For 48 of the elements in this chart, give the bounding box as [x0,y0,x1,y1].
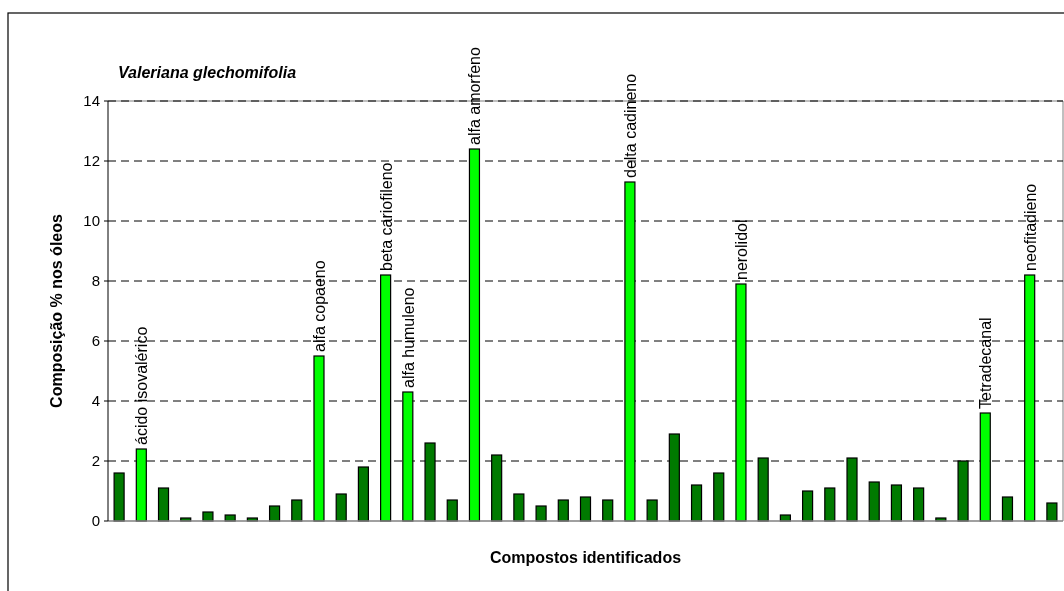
bar [157,487,170,522]
bar [868,481,880,522]
x-tick-label: Tetradecanal [977,317,995,409]
bar [913,487,925,522]
bar [1046,502,1058,522]
x-tick-label: beta cariofileno [377,162,395,271]
x-axis-title: Compostos identificados [489,549,682,566]
bar [602,499,614,522]
bar [557,499,569,522]
bar [113,472,125,522]
bar [357,466,370,522]
x-tick-label: alfa amorfeno [466,47,484,145]
chart-title: Valeriana glechomifolia [118,64,297,81]
x-tick-label: ácido isovalérico [133,326,151,445]
bar [1001,496,1014,522]
bar [801,490,814,522]
bar [335,493,347,522]
bar [757,457,769,522]
bar [291,499,303,522]
bar [579,496,592,522]
y-tick-label: 8 [91,272,100,290]
bar [202,511,214,522]
bar [890,484,903,522]
y-tick-label: 2 [91,452,100,470]
y-tick-label: 14 [83,92,100,110]
bar [513,493,525,522]
bar [468,148,481,522]
x-tick-label: neofitadieno [1021,183,1039,271]
bar [846,457,858,522]
y-tick-label: 4 [91,392,100,410]
bar [646,499,658,522]
y-axis-title: Composição % nos óleos [48,213,65,408]
bar [824,487,836,522]
bar [313,355,325,522]
x-tick-label: alfa copaeno [310,260,328,352]
bar [713,472,725,522]
bar [268,505,281,522]
x-tick-label: nerolidol [732,219,750,280]
bar [446,499,458,522]
bar [380,274,392,522]
x-tick-label: alfa humuleno [399,287,417,388]
x-tick-label: delta cadineno [621,73,639,178]
y-tick-label: 12 [83,152,100,170]
bar [535,505,547,522]
bar [690,484,703,522]
y-tick-label: 10 [83,212,100,230]
y-tick-label: 6 [91,332,100,350]
y-tick-label: 0 [91,512,100,530]
